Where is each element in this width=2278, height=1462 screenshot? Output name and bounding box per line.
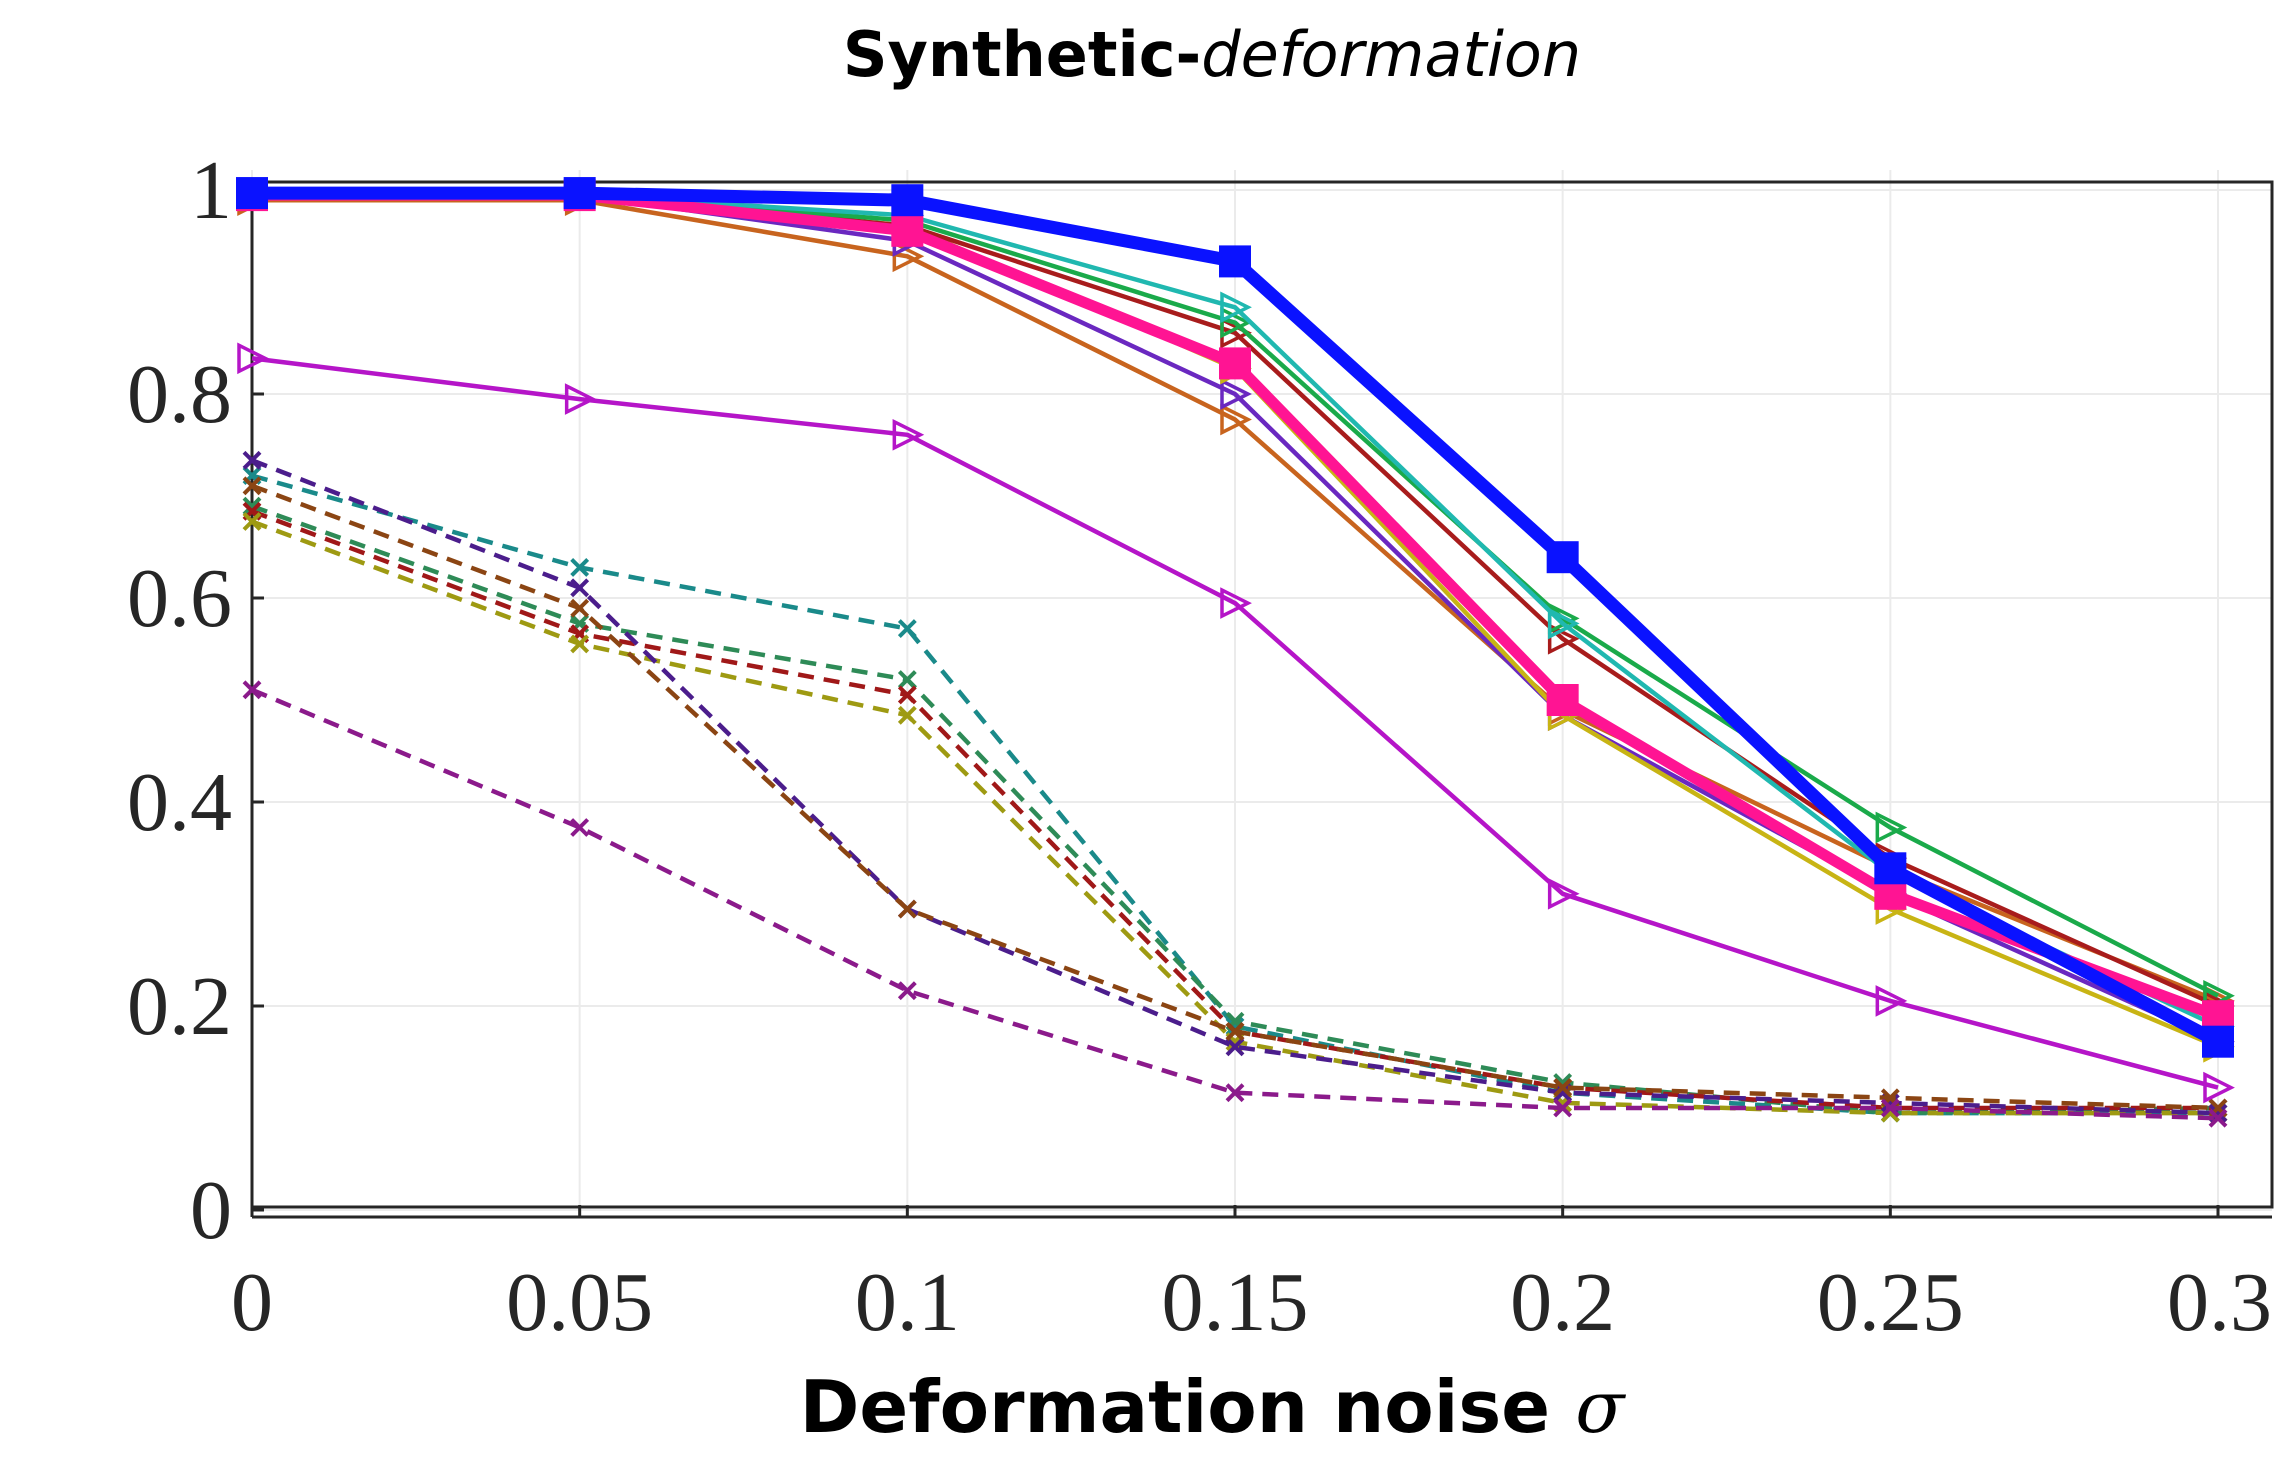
data-point — [570, 557, 590, 577]
data-point — [897, 685, 917, 705]
series — [236, 177, 2235, 1128]
data-point — [892, 418, 925, 451]
data-point — [1874, 852, 1907, 885]
axes — [250, 180, 2274, 1219]
data-point — [1220, 306, 1252, 339]
data-point — [891, 184, 924, 217]
data-point — [1553, 1078, 1573, 1098]
data-point — [242, 476, 262, 496]
data-point — [237, 342, 269, 375]
data-point — [570, 578, 590, 598]
data-point — [570, 634, 590, 654]
grid — [251, 170, 2272, 1217]
series-solid-magenta — [237, 342, 2235, 1104]
data-point — [570, 598, 590, 618]
data-point — [1875, 811, 1908, 844]
data-point — [897, 670, 917, 690]
data-point — [1220, 587, 1252, 619]
data-point — [891, 214, 924, 247]
data-point — [563, 177, 596, 210]
data-point — [242, 512, 262, 531]
x-tick-label: 0.05 — [506, 1256, 653, 1349]
data-point — [1547, 877, 1580, 910]
series-line — [251, 356, 2219, 1090]
x-tick-label: 0.25 — [1817, 1256, 1964, 1349]
series-dashed-brown — [242, 476, 2228, 1118]
data-point — [2203, 1071, 2235, 1104]
y-tick-label: 0.4 — [127, 756, 232, 849]
data-point — [242, 450, 262, 470]
x-tick-label: 0 — [231, 1256, 273, 1349]
data-point — [1219, 245, 1251, 278]
data-point — [2208, 1108, 2228, 1128]
data-point — [242, 680, 262, 700]
data-point — [1553, 1098, 1573, 1118]
data-point — [1220, 378, 1252, 410]
x-axis-label: Deformation noise σ — [800, 1365, 1627, 1449]
data-point — [1225, 1083, 1245, 1103]
data-point — [897, 981, 917, 1001]
series-thick-blue — [236, 177, 2234, 1058]
chart-title: Synthetic-deformation — [843, 18, 1581, 91]
data-point — [897, 705, 917, 725]
y-tick-label: 0.8 — [127, 348, 232, 441]
data-point — [1546, 541, 1579, 574]
data-point — [1225, 1037, 1245, 1057]
x-tick-label: 0.1 — [855, 1256, 960, 1349]
y-tick-label: 0.6 — [127, 552, 232, 645]
data-point — [236, 177, 268, 210]
x-tick-label: 0.3 — [2167, 1256, 2272, 1349]
series-dashed-purple — [242, 680, 2228, 1128]
data-point — [564, 383, 597, 415]
data-point — [1219, 347, 1251, 380]
data-point — [1225, 1022, 1245, 1041]
data-point — [1547, 622, 1580, 655]
data-point — [1547, 607, 1580, 640]
data-point — [1220, 291, 1252, 324]
x-tick-labels: 0 0.05 0.1 0.15 0.2 0.25 0.3 — [231, 1256, 2272, 1349]
y-tick-label: 1 — [190, 144, 232, 237]
data-point — [1880, 1098, 1900, 1118]
y-tick-labels: 0 0.2 0.4 0.6 0.8 1 — [127, 144, 232, 1257]
data-point — [1546, 684, 1579, 716]
data-point — [897, 619, 917, 639]
data-point — [570, 818, 590, 837]
y-tick-label: 0 — [190, 1164, 232, 1257]
x-tick-label: 0.2 — [1510, 1256, 1615, 1349]
data-point — [1875, 985, 1908, 1017]
data-point — [892, 240, 925, 273]
data-point — [2202, 1025, 2234, 1058]
data-point — [1220, 403, 1252, 436]
data-point — [897, 899, 917, 919]
x-tick-label: 0.15 — [1162, 1256, 1309, 1349]
y-tick-label: 0.2 — [127, 960, 232, 1053]
